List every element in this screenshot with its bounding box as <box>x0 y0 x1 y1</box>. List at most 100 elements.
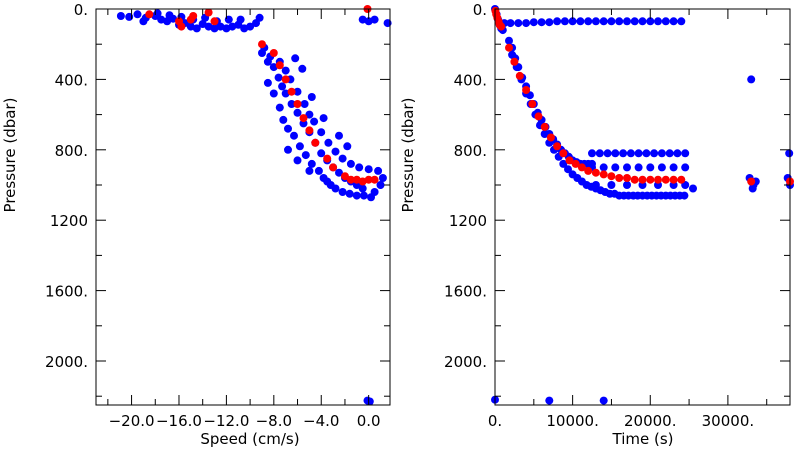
time-series-1-point <box>650 149 659 158</box>
time-series-2-point <box>677 175 686 184</box>
speed-series-1-point <box>275 103 284 112</box>
speed-series-2-point <box>323 154 332 163</box>
time-series-1-point <box>623 181 631 189</box>
speed-series-2-point <box>364 175 373 184</box>
speed-scatter-points <box>116 5 392 406</box>
speed-series-2-point <box>329 163 338 172</box>
time-series-1-point <box>588 149 596 158</box>
speed-series-2-point <box>311 138 320 147</box>
speed-series-2-point <box>177 22 186 31</box>
speed-series-1-point <box>228 22 237 31</box>
time-series-1-point <box>559 159 568 168</box>
speed-y-ticks: 0. 400. 800. 1200 1600. 2000. <box>45 1 390 397</box>
speed-series-1-point <box>338 188 347 196</box>
time-scatter-points <box>491 5 794 405</box>
time-series-2-point <box>747 177 756 186</box>
speed-series-1-point <box>269 63 278 72</box>
speed-series-2-point <box>269 49 278 57</box>
speed-series-1-point <box>301 151 310 160</box>
speed-series-1-point <box>358 184 367 193</box>
time-series-1-point <box>619 149 628 158</box>
time-series-1-point <box>630 17 639 26</box>
speed-y-tick-label: 2000. <box>45 353 88 371</box>
speed-series-1-point <box>346 159 355 168</box>
time-y-tick-label: 1200 <box>449 212 487 230</box>
speed-series-1-point <box>139 17 148 26</box>
time-series-2-point <box>559 149 568 158</box>
speed-series-1-point <box>370 15 379 24</box>
speed-series-1-point <box>364 165 373 174</box>
time-series-1-point <box>677 17 686 26</box>
speed-series-1-point <box>305 166 314 175</box>
speed-series-2-point <box>281 75 290 84</box>
speed-series-1-point <box>236 15 245 24</box>
speed-series-1-point <box>365 397 374 406</box>
time-series-2-point <box>591 168 600 177</box>
speed-series-1-point <box>305 110 314 119</box>
speed-series-1-point <box>331 184 340 193</box>
speed-series-1-point <box>317 149 326 158</box>
speed-series-1-point <box>345 189 354 198</box>
time-series-1-point <box>599 396 608 405</box>
speed-series-1-point <box>291 54 300 63</box>
speed-series-1-point <box>355 163 364 172</box>
time-series-1-point <box>505 36 513 45</box>
speed-series-1-point <box>307 93 316 101</box>
speed-series-1-point <box>310 117 319 126</box>
speed-series-1-point <box>338 154 347 163</box>
time-series-2-point <box>505 43 513 52</box>
speed-x-tick-label: −8.0 <box>256 412 292 430</box>
time-series-1-point <box>785 149 794 158</box>
time-series-1-point <box>506 19 515 28</box>
time-y-tick-label: 0. <box>473 1 487 19</box>
speed-series-2-point <box>346 175 355 184</box>
time-series-1-point <box>607 181 616 189</box>
time-series-1-point <box>553 17 562 26</box>
speed-series-1-point <box>287 100 296 108</box>
speed-series-1-point <box>293 156 302 165</box>
time-series-1-point <box>522 19 531 28</box>
time-series-2-point <box>522 86 531 94</box>
speed-series-1-point <box>192 24 201 33</box>
speed-x-tick-label: −20.0 <box>109 412 155 430</box>
time-series-1-point <box>673 149 682 158</box>
speed-series-1-point <box>352 191 361 200</box>
time-y-tick-label: 400. <box>454 71 487 89</box>
time-series-1-point <box>626 149 635 158</box>
time-series-2-point <box>553 142 562 151</box>
speed-series-2-point <box>189 12 198 20</box>
time-series-1-point <box>646 17 655 26</box>
time-series-1-point <box>560 17 569 26</box>
time-series-2-point <box>661 175 670 184</box>
time-series-2-point <box>623 174 631 182</box>
time-series-1-point <box>642 149 651 158</box>
time-series-2-point <box>669 175 678 184</box>
speed-series-2-point <box>370 175 379 184</box>
time-x-tick-label: 10000. <box>546 412 599 430</box>
time-series-1-point <box>584 17 593 26</box>
time-series-2-point <box>638 175 647 184</box>
time-series-1-point <box>508 50 517 59</box>
speed-series-1-point <box>133 10 142 19</box>
speed-series-1-point <box>335 168 343 177</box>
time-series-2-point <box>534 112 543 121</box>
speed-series-2-point <box>204 8 213 17</box>
speed-series-1-point <box>281 66 290 75</box>
time-series-1-point <box>611 163 620 172</box>
time-series-1-point <box>603 149 612 158</box>
time-series-1-point <box>634 163 643 172</box>
speed-series-1-point <box>269 89 278 98</box>
speed-x-tick-label: −4.0 <box>303 412 339 430</box>
speed-series-1-point <box>116 12 125 20</box>
time-plot-frame <box>494 8 791 406</box>
time-series-1-point <box>681 163 690 172</box>
time-series-1-point <box>646 163 655 172</box>
time-y-tick-label: 800. <box>454 142 487 160</box>
time-y-ticks: 0. 400. 800. 1200 1600. 2000. <box>444 1 790 397</box>
speed-series-1-point <box>295 142 304 151</box>
speed-series-1-point <box>300 100 309 108</box>
time-x-tick-label: 0. <box>488 412 502 430</box>
speed-y-tick-label: 1600. <box>45 283 88 301</box>
time-series-1-point <box>669 163 678 172</box>
